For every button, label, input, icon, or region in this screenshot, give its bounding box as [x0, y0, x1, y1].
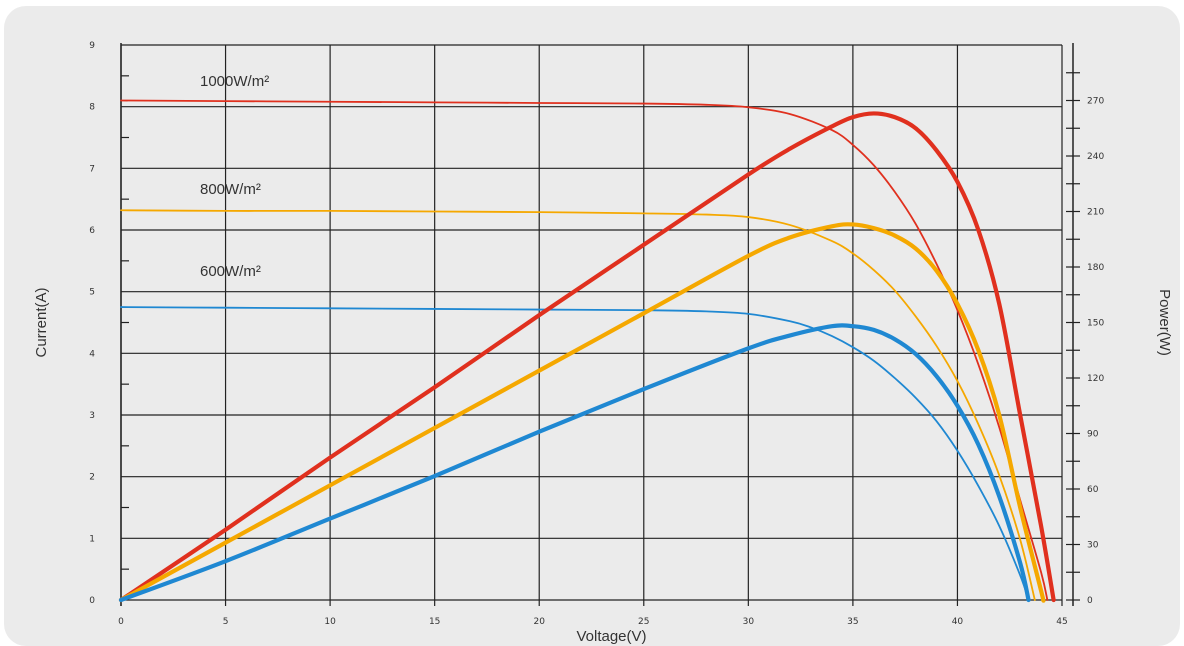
current-curve-1000 [120, 99, 1049, 601]
y-axis-label: Current(A) [33, 287, 50, 357]
x-tick-label: 45 [1056, 617, 1067, 627]
x-tick-label: 10 [324, 617, 336, 627]
y2-tick-label: 240 [1087, 152, 1104, 162]
y2-tick-label: 270 [1087, 97, 1104, 107]
y-tick-label: 4 [89, 349, 95, 359]
x-tick-label: 5 [223, 617, 229, 627]
curve-label: 800W/m² [200, 181, 261, 198]
x-axis-label: Voltage(V) [576, 628, 646, 645]
y-tick-label: 5 [89, 288, 95, 298]
x-tick-label: 35 [847, 617, 858, 627]
grid [120, 44, 1063, 601]
axes [120, 43, 1080, 606]
y2-tick-label: 30 [1087, 541, 1099, 551]
y2-tick-label: 120 [1087, 374, 1104, 384]
y-tick-label: 7 [89, 164, 95, 174]
x-tick-label: 20 [533, 617, 545, 627]
labels-layer: 0 5 10 15 20 25 30 35 40 450123456789030609012015… [33, 41, 1173, 645]
y-tick-label: 9 [89, 41, 95, 51]
power-curve-800 [118, 222, 1046, 603]
x-tick-label: 30 [743, 617, 755, 627]
current-curve-800 [120, 209, 1036, 601]
curve-label: 600W/m² [200, 263, 261, 280]
y-tick-label: 6 [89, 226, 95, 236]
y2-tick-label: 210 [1087, 208, 1104, 218]
x-tick-label: 15 [429, 617, 440, 627]
x-tick-label: 40 [952, 617, 964, 627]
series-layer [118, 99, 1056, 603]
power-curve-1000 [118, 111, 1056, 603]
y-tick-label: 8 [89, 103, 95, 113]
x-tick-label: 0 [118, 617, 124, 627]
y2-tick-label: 180 [1087, 263, 1104, 273]
y2-tick-label: 90 [1087, 430, 1099, 440]
curve-label: 1000W/m² [200, 73, 269, 90]
y-tick-label: 2 [89, 473, 95, 483]
x-tick-label: 25 [638, 617, 649, 627]
y-tick-label: 0 [89, 596, 95, 606]
y2-axis-label: Power(W) [1156, 289, 1173, 356]
y2-tick-label: 60 [1087, 485, 1099, 495]
power-curve-600 [118, 323, 1031, 603]
y-tick-label: 1 [89, 534, 95, 544]
y-tick-label: 3 [89, 411, 95, 421]
y2-tick-label: 150 [1087, 319, 1104, 329]
y2-tick-label: 0 [1087, 596, 1093, 606]
chart-card [4, 6, 1180, 646]
